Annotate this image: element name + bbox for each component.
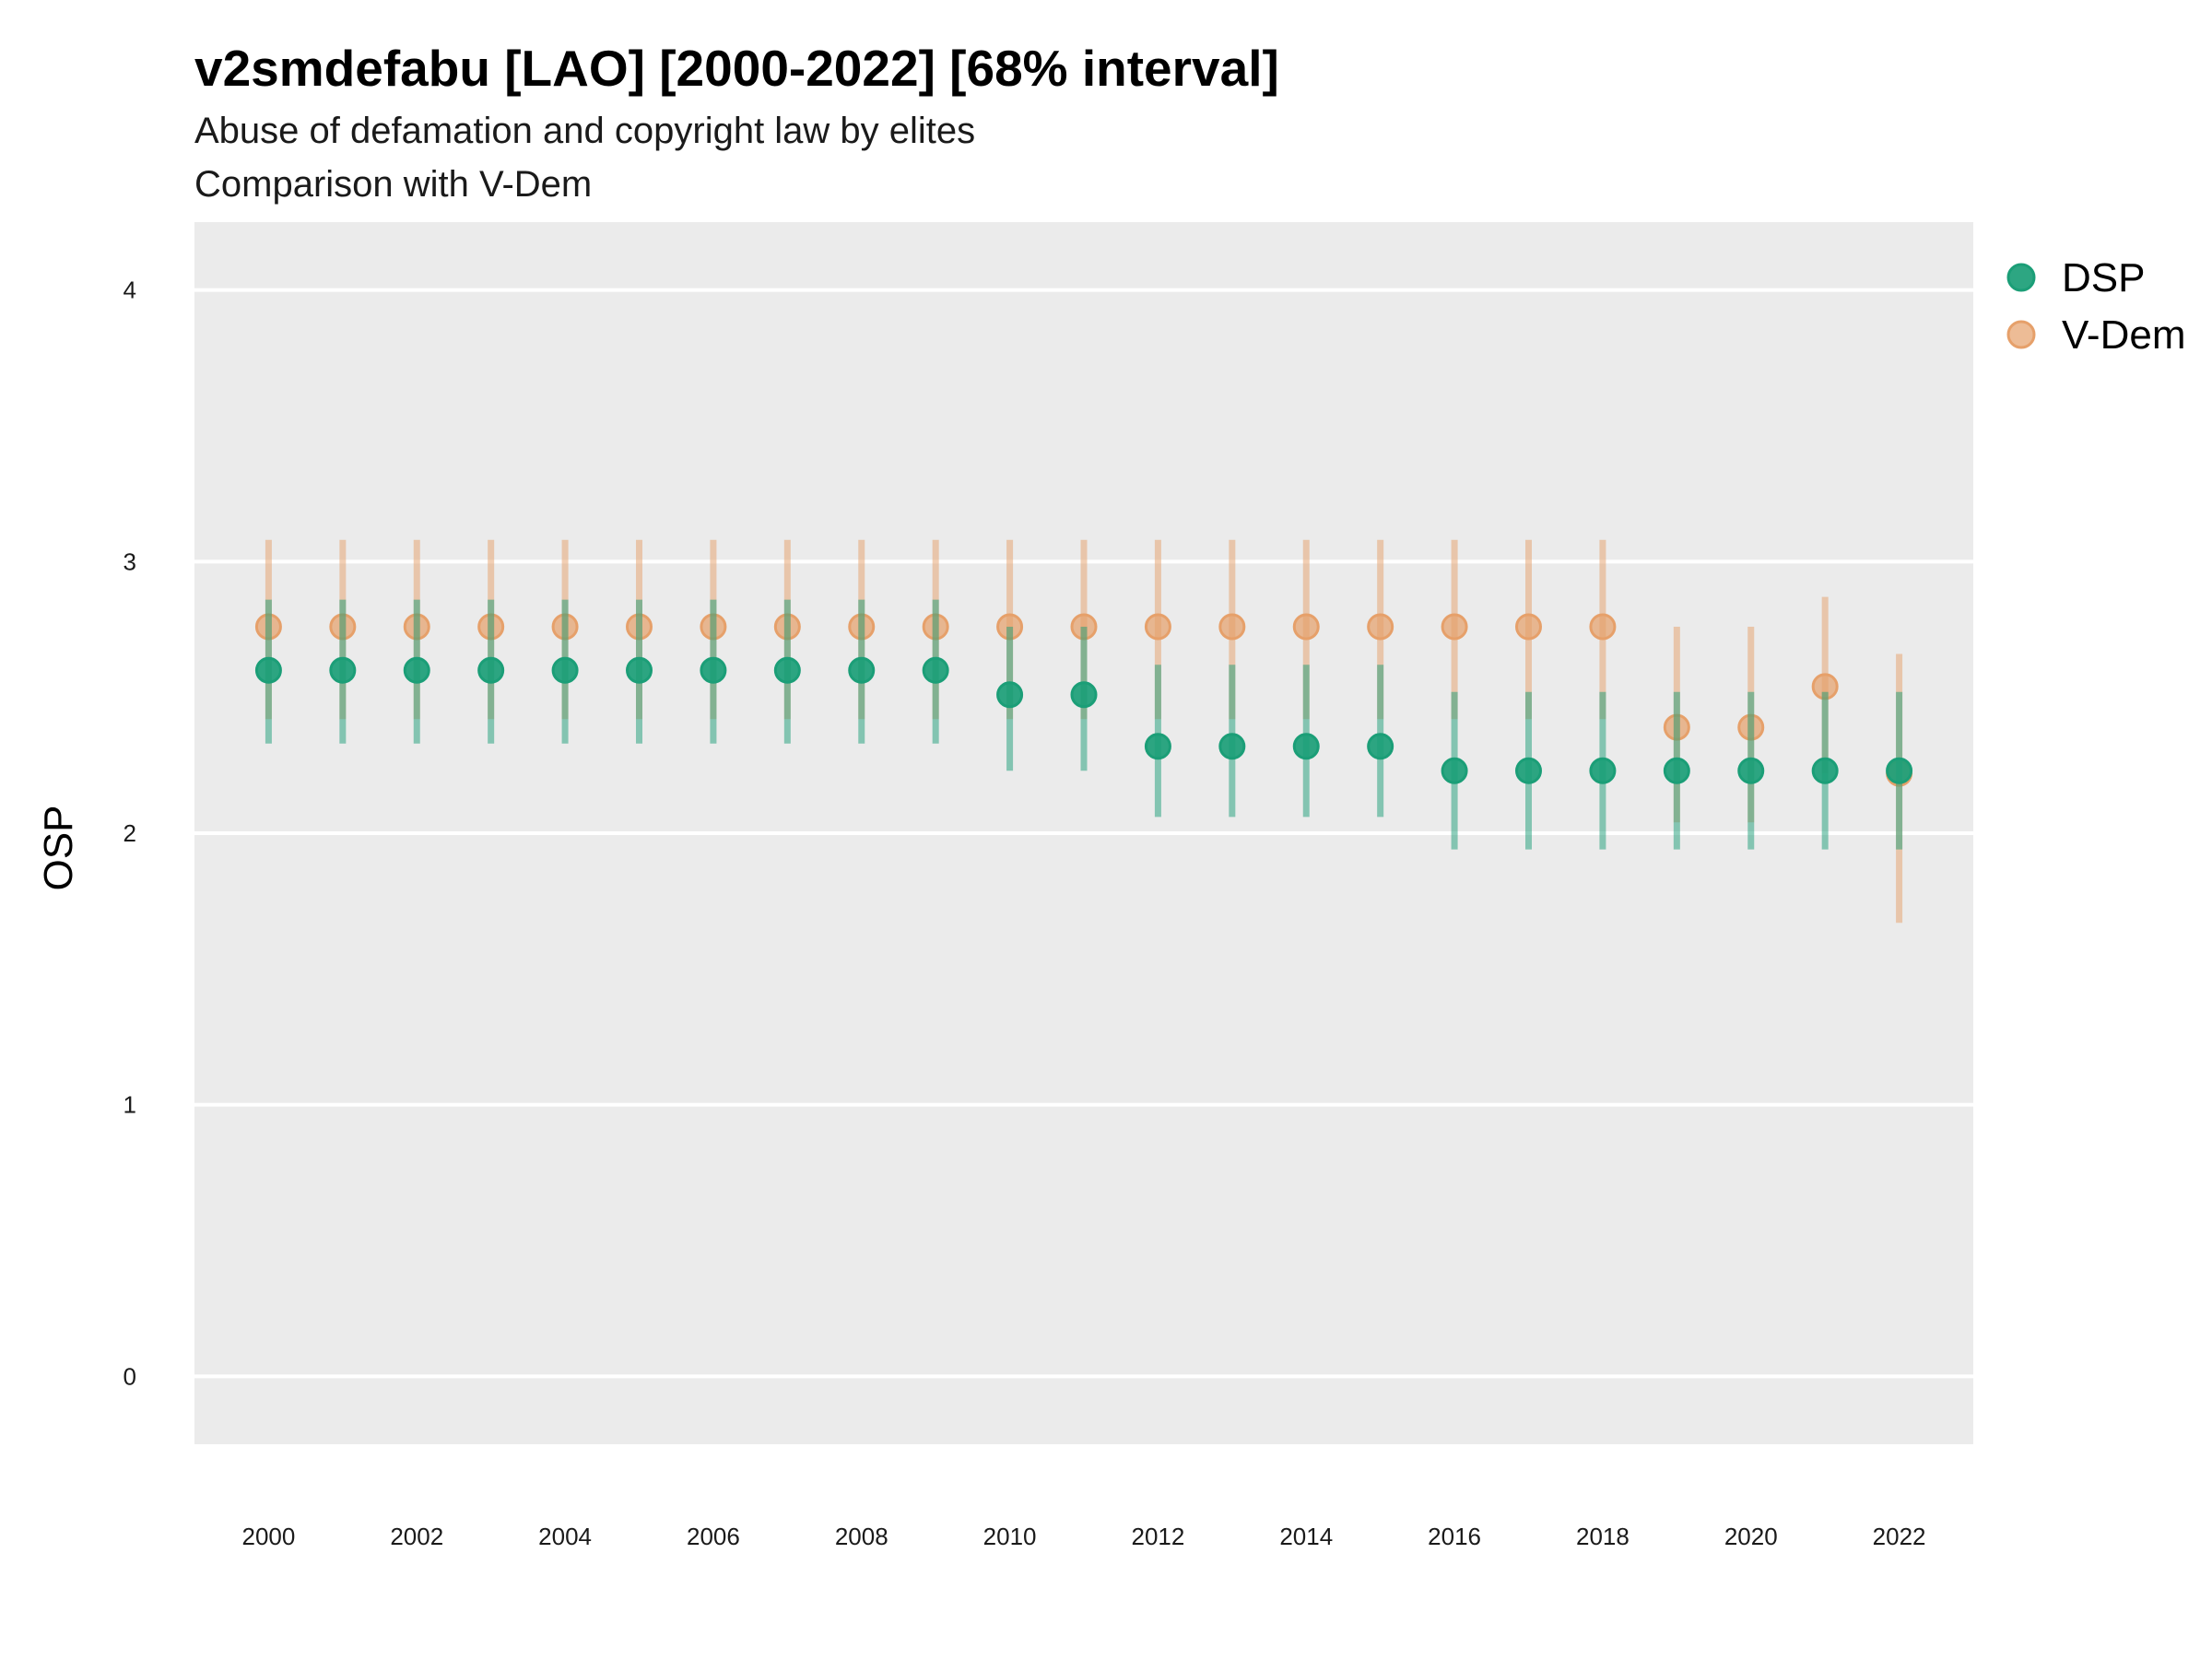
point-dsp-2010 xyxy=(996,681,1024,709)
point-dsp-2017 xyxy=(1515,757,1542,784)
point-dsp-2016 xyxy=(1441,757,1468,784)
series-dsp xyxy=(254,599,1913,850)
point-dsp-2022 xyxy=(1886,757,1913,784)
point-v-dem-2013 xyxy=(1218,613,1246,641)
x-tick-label-2004: 2004 xyxy=(538,1523,592,1550)
y-tick-label-4: 4 xyxy=(124,276,136,304)
legend-label-dsp: DSP xyxy=(2062,255,2145,300)
x-tick-label-2020: 2020 xyxy=(1724,1523,1778,1550)
point-v-dem-2012 xyxy=(1144,613,1171,641)
chart-subtitle-2: Comparison with V-Dem xyxy=(194,164,592,205)
point-dsp-2005 xyxy=(626,656,653,684)
x-tick-label-2018: 2018 xyxy=(1576,1523,1630,1550)
x-tick-label-2000: 2000 xyxy=(241,1523,295,1550)
point-dsp-2001 xyxy=(329,656,357,684)
point-dsp-2009 xyxy=(922,656,949,684)
point-dsp-2003 xyxy=(477,656,505,684)
point-dsp-2002 xyxy=(403,656,430,684)
point-dsp-2014 xyxy=(1292,733,1320,760)
point-dsp-2021 xyxy=(1811,757,1839,784)
point-v-dem-2016 xyxy=(1441,613,1468,641)
y-axis-ticks: 0 1 2 3 4 xyxy=(124,276,136,1391)
point-dsp-2006 xyxy=(700,656,727,684)
legend-key-dsp xyxy=(2006,263,2036,292)
x-tick-label-2012: 2012 xyxy=(1131,1523,1184,1550)
y-axis-title: OSP xyxy=(36,806,81,891)
x-axis-ticks: 2000 2002 2004 2006 2008 2010 2012 2014 2016 2018… xyxy=(241,1523,1925,1550)
y-tick-label-2: 2 xyxy=(124,819,136,847)
x-tick-label-2010: 2010 xyxy=(983,1523,1037,1550)
legend-label-v-dem: V-Dem xyxy=(2062,312,2185,358)
point-dsp-2018 xyxy=(1589,757,1617,784)
point-v-dem-2015 xyxy=(1367,613,1394,641)
point-dsp-2013 xyxy=(1218,733,1246,760)
point-dsp-2008 xyxy=(848,656,876,684)
point-dsp-2012 xyxy=(1144,733,1171,760)
series-layer xyxy=(254,539,1913,924)
x-tick-label-2016: 2016 xyxy=(1428,1523,1481,1550)
chart-subtitle: Abuse of defamation and copyright law by… xyxy=(194,111,975,151)
point-dsp-2019 xyxy=(1663,757,1690,784)
point-dsp-2011 xyxy=(1070,681,1098,709)
y-tick-label-1: 1 xyxy=(124,1091,136,1119)
chart-title: v2smdefabu [LAO] [2000-2022] [68% interv… xyxy=(194,40,1279,97)
legend-key-v-dem xyxy=(2006,320,2036,349)
point-v-dem-2017 xyxy=(1515,613,1542,641)
x-tick-label-2006: 2006 xyxy=(687,1523,740,1550)
legend: DSP V-Dem xyxy=(2006,255,2185,358)
y-tick-label-3: 3 xyxy=(124,547,136,575)
point-v-dem-2014 xyxy=(1292,613,1320,641)
point-dsp-2007 xyxy=(773,656,801,684)
x-tick-label-2022: 2022 xyxy=(1873,1523,1926,1550)
point-dsp-2020 xyxy=(1737,757,1765,784)
x-tick-label-2014: 2014 xyxy=(1279,1523,1333,1550)
y-tick-label-0: 0 xyxy=(124,1362,136,1390)
x-tick-label-2008: 2008 xyxy=(835,1523,888,1550)
point-dsp-2000 xyxy=(254,656,282,684)
point-dsp-2015 xyxy=(1367,733,1394,760)
x-tick-label-2002: 2002 xyxy=(390,1523,443,1550)
point-dsp-2004 xyxy=(551,656,579,684)
point-v-dem-2018 xyxy=(1589,613,1617,641)
